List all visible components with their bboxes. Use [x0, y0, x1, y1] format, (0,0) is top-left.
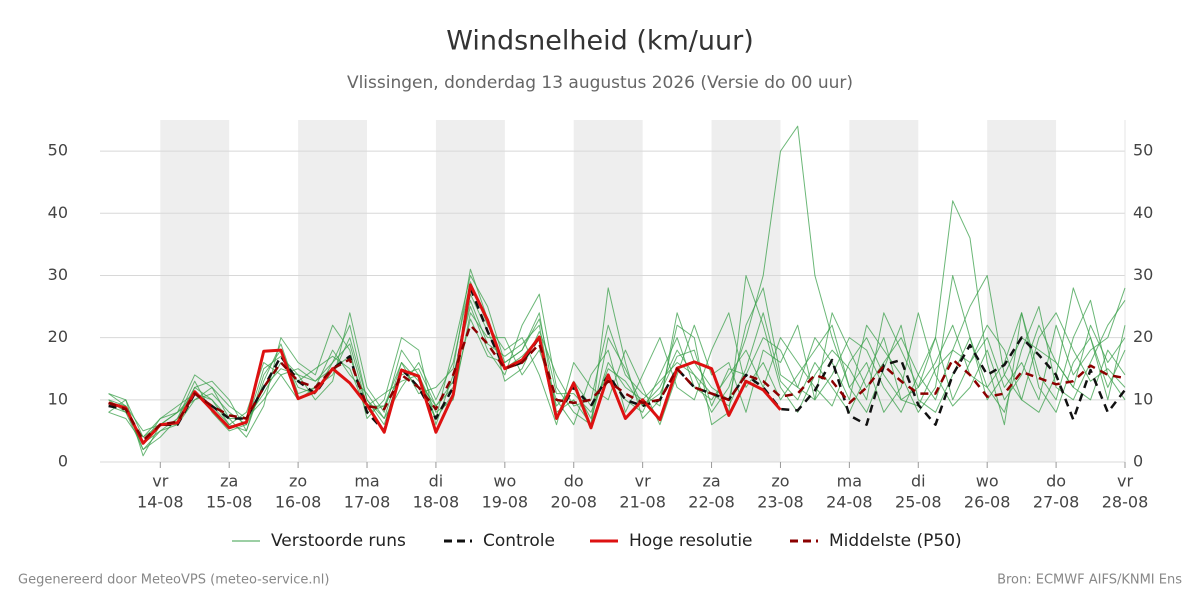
x-tick-date: 14-08: [137, 493, 184, 512]
x-tick-day: vr: [1117, 472, 1133, 491]
y-tick-label: 40: [48, 203, 68, 222]
x-tick-date: 26-08: [964, 493, 1011, 512]
x-tick-day: vr: [152, 472, 168, 491]
x-tick-day: za: [220, 472, 238, 491]
chart-subtitle: Vlissingen, donderdag 13 augustus 2026 (…: [347, 73, 853, 93]
x-tick-day: vr: [635, 472, 651, 491]
ensemble-member: [108, 312, 1126, 451]
y2-tick-label: 0: [1133, 452, 1143, 471]
x-tick-date: 25-08: [895, 493, 942, 512]
x-tick-day: zo: [289, 472, 307, 491]
y-tick-label: 20: [48, 327, 68, 346]
footer-right: Bron: ECMWF AIFS/KNMI Ens: [997, 573, 1182, 588]
x-tick-day: wo: [976, 472, 999, 491]
x-tick-date: 17-08: [344, 493, 391, 512]
y-tick-label: 50: [48, 141, 68, 160]
x-tick-date: 18-08: [413, 493, 460, 512]
x-tick-date: 19-08: [482, 493, 529, 512]
y2-tick-label: 20: [1133, 327, 1153, 346]
series-line: [108, 323, 1126, 442]
x-tick-day: zo: [771, 472, 789, 491]
x-tick-date: 23-08: [757, 493, 804, 512]
day-band: [849, 120, 919, 462]
y-tick-label: 10: [48, 389, 68, 408]
x-tick-date: 22-08: [688, 493, 735, 512]
day-band: [987, 120, 1057, 462]
day-band: [298, 120, 368, 462]
x-tick-day: ma: [837, 472, 862, 491]
day-band: [160, 120, 230, 462]
series-line: [108, 283, 782, 445]
x-tick-day: di: [911, 472, 926, 491]
x-tick-day: za: [702, 472, 720, 491]
x-tick-day: ma: [354, 472, 379, 491]
day-band: [711, 120, 781, 462]
y2-tick-label: 10: [1133, 389, 1153, 408]
x-tick-date: 16-08: [275, 493, 322, 512]
x-tick-date: 20-08: [550, 493, 597, 512]
chart-title: Windsnelheid (km/uur): [446, 26, 754, 57]
y2-tick-label: 40: [1133, 203, 1153, 222]
y2-tick-label: 50: [1133, 141, 1153, 160]
x-tick-day: wo: [493, 472, 516, 491]
x-tick-date: 27-08: [1033, 493, 1080, 512]
x-tick-day: do: [564, 472, 584, 491]
x-tick-day: do: [1046, 472, 1066, 491]
x-tick-date: 21-08: [619, 493, 666, 512]
legend-label: Middelste (P50): [829, 531, 962, 551]
y2-tick-label: 30: [1133, 265, 1153, 284]
y-tick-label: 30: [48, 265, 68, 284]
legend-label: Verstoorde runs: [271, 531, 406, 551]
x-tick-date: 24-08: [826, 493, 873, 512]
y-tick-label: 0: [58, 452, 68, 471]
x-tick-date: 15-08: [206, 493, 253, 512]
series-line: [108, 286, 1126, 445]
x-tick-day: di: [429, 472, 444, 491]
ensemble-member: [108, 287, 1126, 438]
x-tick-date: 28-08: [1102, 493, 1149, 512]
legend-label: Controle: [483, 531, 555, 551]
footer-left: Gegenereerd door MeteoVPS (meteo-service…: [18, 573, 329, 588]
legend-label: Hoge resolutie: [629, 531, 753, 551]
